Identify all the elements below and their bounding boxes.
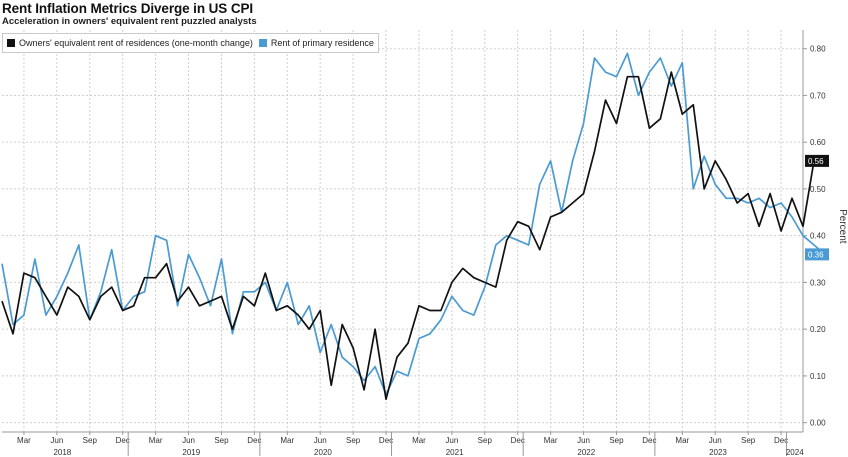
y-axis-label: Percent <box>837 209 848 244</box>
legend-swatch-rent <box>258 39 267 47</box>
y-tick-label: 0.80 <box>810 45 826 54</box>
chart-legend: Owners' equivalent rent of residences (o… <box>2 33 379 53</box>
x-tick-label: Sep <box>346 436 361 445</box>
y-tick-label: 0.10 <box>810 372 826 381</box>
x-tick-label: Mar <box>675 436 689 445</box>
chart-subtitle: Acceleration in owners' equivalent rent … <box>2 16 257 27</box>
x-year-label: 2022 <box>577 448 595 457</box>
x-tick-label: Dec <box>379 436 393 445</box>
x-tick-label: Sep <box>741 436 756 445</box>
x-year-label: 2019 <box>182 448 200 457</box>
legend-label-rent: Rent of primary residence <box>270 38 374 48</box>
x-year-label: 2018 <box>53 448 71 457</box>
y-tick-label: 0.30 <box>810 278 826 287</box>
y-tick-label: 0.20 <box>810 325 826 334</box>
x-tick-label: Dec <box>642 436 656 445</box>
series-line-rent <box>1 52 826 396</box>
x-tick-label: Jun <box>314 436 327 445</box>
x-year-label: 2024 <box>786 448 804 457</box>
x-tick-label: Sep <box>83 436 98 445</box>
x-tick-label: Jun <box>50 436 63 445</box>
x-tick-label: Mar <box>544 436 558 445</box>
last-value-badge-rent <box>805 248 829 261</box>
last-value-label-rent: 0.36 <box>808 250 824 259</box>
y-tick-label: 0.60 <box>810 138 826 147</box>
x-tick-label: Sep <box>609 436 624 445</box>
x-tick-label: Jun <box>445 436 458 445</box>
last-value-label-oer: 0.56 <box>808 157 824 166</box>
x-tick-label: Sep <box>478 436 493 445</box>
x-tick-label: Jun <box>577 436 590 445</box>
legend-item-oer[interactable]: Owners' equivalent rent of residences (o… <box>7 38 253 48</box>
y-tick-label: 0.40 <box>810 232 826 241</box>
x-tick-label: Mar <box>280 436 294 445</box>
x-year-label: 2021 <box>446 448 464 457</box>
x-tick-label: Mar <box>412 436 426 445</box>
x-tick-label: Sep <box>214 436 229 445</box>
x-year-label: 2023 <box>709 448 727 457</box>
x-tick-label: Mar <box>17 436 31 445</box>
legend-label-oer: Owners' equivalent rent of residences (o… <box>19 38 253 48</box>
y-tick-label: 0.50 <box>810 185 826 194</box>
y-tick-label: 0.00 <box>810 419 826 428</box>
last-value-badge-oer <box>805 154 829 167</box>
y-tick-label: 0.70 <box>810 91 826 100</box>
x-tick-label: Mar <box>149 436 163 445</box>
x-year-label: 2020 <box>314 448 332 457</box>
chart-title: Rent Inflation Metrics Diverge in US CPI <box>2 1 254 16</box>
legend-swatch-oer <box>7 39 15 47</box>
legend-item-rent[interactable]: Rent of primary residence <box>258 38 374 48</box>
x-tick-label: Dec <box>511 436 525 445</box>
x-tick-label: Jun <box>709 436 722 445</box>
x-tick-label: Dec <box>116 436 130 445</box>
x-tick-label: Dec <box>247 436 261 445</box>
series-line-oer <box>1 71 815 401</box>
x-tick-label: Jun <box>182 436 195 445</box>
x-tick-label: Dec <box>774 436 788 445</box>
